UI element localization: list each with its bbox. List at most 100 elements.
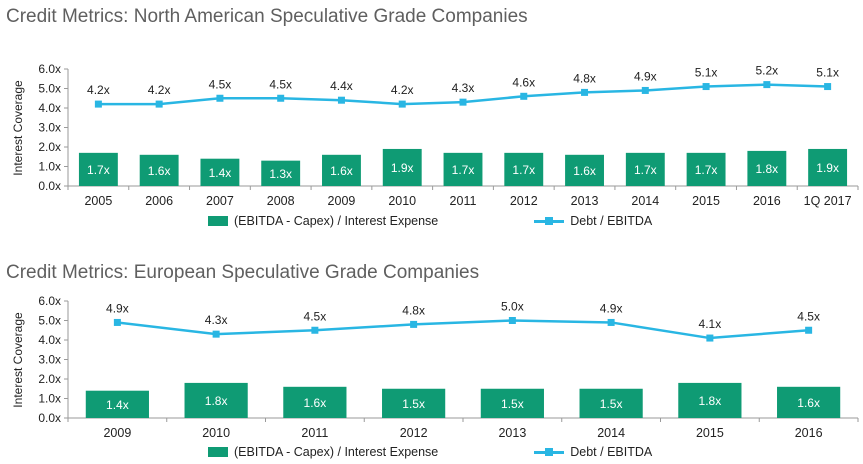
legend-item-line: Debt / EBITDA [534,445,652,459]
x-tick-label: 2007 [206,194,234,208]
line-value-label: 4.9x [106,301,129,315]
x-tick-label: 2011 [301,426,328,440]
bar-value-label: 1.6x [148,164,171,178]
line-point [113,318,121,326]
line-value-label: 5.1x [816,66,839,80]
bar-value-label: 1.9x [391,161,414,175]
line-value-label: 4.5x [209,77,232,91]
x-tick-label: 2016 [795,426,823,440]
bar [808,148,848,186]
line-point [824,83,832,91]
bar-value-label: 1.6x [304,396,327,410]
line-value-label: 4.2x [391,83,414,97]
line-value-label: 4.8x [573,71,596,85]
line-value-label: 4.9x [600,301,623,315]
bar [480,388,544,418]
x-tick-label: 2016 [753,194,781,208]
legend-swatch-line [534,216,565,226]
x-tick-label: 2015 [692,194,720,208]
bar-value-label: 1.8x [756,162,779,176]
y-tick-label: 4.0x [38,101,61,115]
bar-value-label: 1.6x [330,164,353,178]
y-tick-label: 6.0x [38,62,61,76]
y-tick-label: 3.0x [38,121,61,135]
line-value-label: 4.9x [634,69,657,83]
legend-swatch-bar [208,216,228,226]
bar-value-label: 1.7x [452,163,475,177]
bar [200,158,240,186]
line-point [520,92,528,100]
y-tick-label: 1.0x [38,160,61,174]
x-tick-label: 2015 [696,426,724,440]
legend-swatch-bar [208,447,228,457]
x-tick-label: 2014 [631,194,659,208]
line-point [641,86,649,94]
debt-ebitda-line [117,319,809,340]
line-value-label: 4.1x [699,317,722,331]
line-value-label: 4.4x [330,79,353,93]
x-tick-label: 2005 [84,194,112,208]
bar-value-label: 1.3x [269,167,292,181]
bar-value-label: 1.8x [205,394,228,408]
legend-label-line: Debt / EBITDA [570,214,653,228]
bar-value-label: 1.6x [573,164,596,178]
bar-value-label: 1.7x [634,163,657,177]
legend-swatch-line [534,447,565,457]
x-tick-label: 2012 [510,194,538,208]
legend-label-line: Debt / EBITDA [570,445,653,459]
line-point [763,81,771,89]
line-value-label: 5.1x [695,66,718,80]
chart-plot: 0.0x 1.0x 2.0x 3.0x 4.0x 5.0x 6.0x Interest Cov… [11,62,859,208]
bar [382,388,446,418]
bar [78,152,118,186]
x-tick-label: 2010 [388,194,416,208]
x-tick-label: 2009 [103,426,131,440]
line-point [311,326,319,334]
y-tick-label: 6.0x [38,294,61,308]
bar-value-label: 1.6x [797,396,820,410]
bar [382,148,422,186]
line-value-label: 5.2x [756,64,779,78]
north-america-chart: Credit Metrics: North American Speculati… [6,6,859,228]
bar [747,150,787,186]
line-point [337,96,345,104]
y-tick-label: 1.0x [38,392,61,406]
y-tick-label: 3.0x [38,353,61,367]
bar [139,154,179,186]
bar [443,152,483,186]
chart-plot: 0.0x 1.0x 2.0x 3.0x 4.0x 5.0x 6.0x Interest Cov… [11,294,859,440]
bar [678,382,742,418]
bar [85,390,149,418]
bar-value-label: 1.5x [501,397,524,411]
bar [504,152,544,186]
line-value-label: 4.5x [797,309,820,323]
line-value-label: 4.5x [269,77,292,91]
bar [686,152,726,186]
line-point [702,83,710,91]
x-tick-label: 2013 [571,194,599,208]
bar-value-label: 1.8x [699,394,722,408]
x-tick-label: 2014 [597,426,625,440]
line-value-label: 4.6x [512,75,535,89]
bar-value-label: 1.5x [600,397,623,411]
x-tick-label: 2013 [498,426,526,440]
bar-value-label: 1.4x [209,166,232,180]
bar [565,154,604,186]
y-axis-label: Interest Coverage [11,312,25,408]
bar-value-label: 1.7x [695,163,718,177]
line-point [398,100,406,108]
chart-title: Credit Metrics: North American Speculati… [6,6,528,27]
y-tick-label: 0.0x [38,411,61,425]
x-tick-label: 2012 [400,426,428,440]
x-tick-label: 2009 [328,194,356,208]
bar [777,386,841,418]
y-axis-label: Interest Coverage [11,80,25,176]
line-value-label: 5.0x [501,300,524,314]
line-point [607,318,615,326]
bar [283,386,347,418]
chart-title: Credit Metrics: European Speculative Gra… [6,262,480,283]
line-point [805,326,813,334]
legend-item-line: Debt / EBITDA [534,214,652,228]
legend-label-bar: (EBITDA - Capex) / Interest Expense [234,214,439,228]
chart-legend: (EBITDA - Capex) / Interest Expense Debt… [208,445,748,459]
